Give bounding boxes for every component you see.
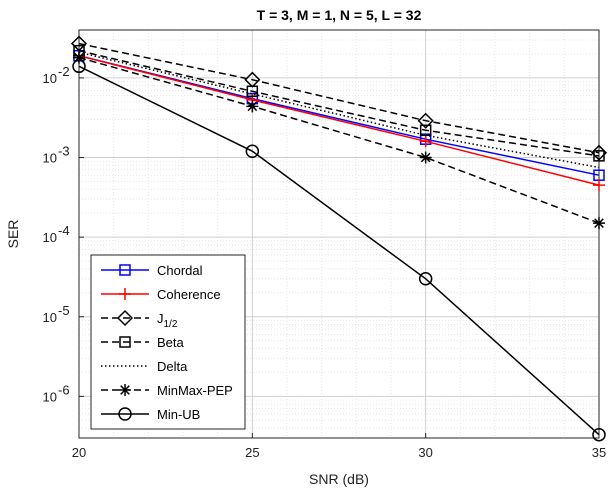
series-line bbox=[78, 51, 600, 169]
series-5 bbox=[73, 51, 605, 230]
legend-label: Beta bbox=[157, 335, 185, 350]
asterisk-marker bbox=[119, 384, 131, 396]
circle-marker bbox=[592, 427, 606, 442]
series-layer bbox=[70, 35, 608, 442]
series-6 bbox=[72, 59, 606, 442]
x-tick-label: 35 bbox=[592, 445, 606, 460]
y-tick-label: 10 bbox=[43, 389, 57, 404]
chart-title: T = 3, M = 1, N = 5, L = 32 bbox=[257, 7, 422, 23]
x-tick-label: 25 bbox=[245, 445, 259, 460]
y-tick-label: 10 bbox=[43, 310, 57, 325]
legend-label: Delta bbox=[157, 359, 188, 374]
diamond-marker bbox=[116, 309, 134, 327]
y-axis: 10-610-510-410-310-2 bbox=[43, 64, 84, 404]
square-marker bbox=[593, 150, 605, 162]
y-axis-label: SER bbox=[5, 220, 21, 249]
circle-marker bbox=[72, 59, 86, 74]
y-tick-exponent: -3 bbox=[58, 144, 70, 159]
x-tick-label: 30 bbox=[418, 445, 432, 460]
asterisk-marker bbox=[593, 217, 605, 230]
asterisk-marker bbox=[246, 100, 259, 113]
y-tick-exponent: -6 bbox=[58, 382, 70, 397]
plus-marker bbox=[593, 179, 605, 192]
legend-label: Coherence bbox=[157, 287, 221, 302]
plus-marker bbox=[419, 135, 432, 148]
y-tick-exponent: -5 bbox=[58, 303, 70, 318]
x-axis: 20 25 30 35 bbox=[72, 433, 606, 460]
series-2 bbox=[70, 35, 608, 161]
legend: ChordalCoherenceJ1/2BetaDeltaMinMax-PEPM… bbox=[90, 254, 246, 430]
legend-label-subscript: 1/2 bbox=[164, 319, 178, 330]
y-tick-exponent: -2 bbox=[58, 64, 70, 79]
circle-marker bbox=[418, 272, 433, 286]
square-marker bbox=[246, 85, 259, 98]
series-line bbox=[78, 42, 600, 154]
legend-label: Min-UB bbox=[157, 407, 200, 422]
diamond-marker bbox=[417, 112, 434, 129]
legend-label: Chordal bbox=[157, 263, 203, 278]
diamond-marker bbox=[70, 35, 88, 52]
legend-entry: Beta bbox=[101, 335, 185, 350]
y-tick-label: 10 bbox=[43, 230, 57, 245]
plus-marker bbox=[119, 288, 131, 300]
x-axis-label: SNR (dB) bbox=[309, 471, 369, 487]
series-line bbox=[78, 56, 600, 224]
legend-label: MinMax-PEP bbox=[157, 383, 233, 398]
asterisk-marker bbox=[73, 51, 85, 64]
series-3 bbox=[73, 44, 605, 162]
legend-entry: Chordal bbox=[101, 263, 203, 278]
legend-entry: MinMax-PEP bbox=[101, 383, 233, 398]
legend-entry: Delta bbox=[101, 359, 188, 374]
square-marker bbox=[119, 264, 131, 276]
plot-area-frame bbox=[78, 29, 600, 439]
square-marker bbox=[119, 336, 131, 348]
asterisk-marker bbox=[419, 151, 432, 164]
y-tick-label: 10 bbox=[43, 151, 57, 166]
series-4 bbox=[78, 51, 600, 169]
y-tick-exponent: -4 bbox=[58, 223, 70, 238]
y-tick-label: 10 bbox=[43, 71, 57, 86]
x-tick-label: 20 bbox=[72, 445, 86, 460]
series-line bbox=[78, 49, 600, 157]
legend-entry: Min-UB bbox=[101, 407, 200, 422]
circle-marker bbox=[118, 407, 132, 421]
circle-marker bbox=[245, 144, 260, 158]
series-line bbox=[78, 65, 600, 436]
legend-entry: Coherence bbox=[101, 287, 221, 302]
series-1 bbox=[73, 49, 605, 192]
series-line bbox=[78, 54, 600, 186]
